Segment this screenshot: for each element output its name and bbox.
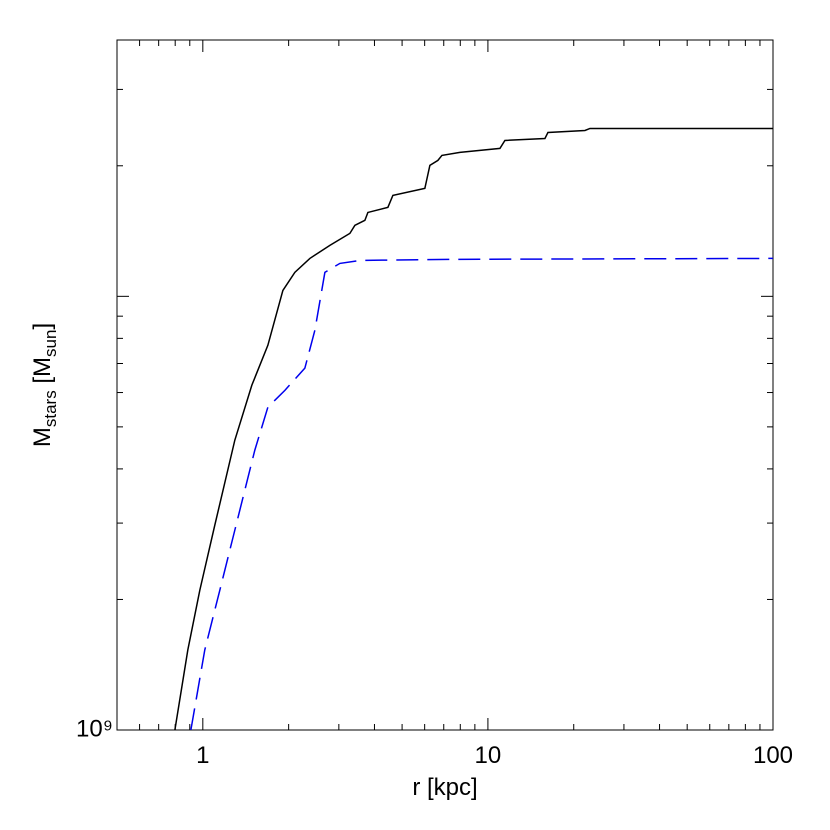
y-tick-label: 10⁹ [76,715,113,742]
y-label-sub: sun [41,330,60,357]
y-label-part: M [29,427,56,447]
y-label-part: [M [29,357,56,390]
y-label-part: ] [29,323,56,330]
x-tick-label: 10 [475,742,502,769]
x-axis-label: r [kpc] [412,774,477,801]
y-axis-label: Mstars [Msun] [29,323,60,447]
x-tick-label: 1 [196,742,209,769]
data-line [190,257,773,730]
x-tick-label: 100 [753,742,793,769]
data-line [174,127,773,730]
plot-frame [116,39,774,731]
y-label-sub: stars [41,390,60,427]
